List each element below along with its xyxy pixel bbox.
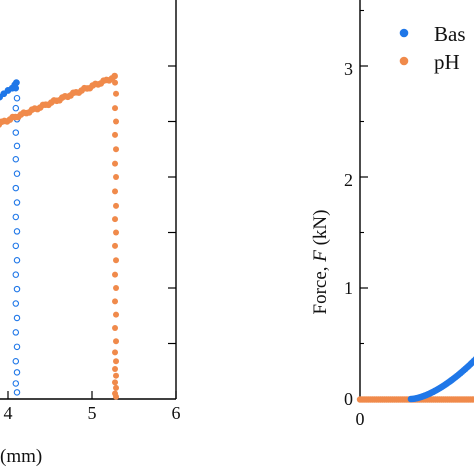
left-orange-drop-point xyxy=(112,349,119,356)
left-blue-drop-point xyxy=(12,329,20,336)
left-orange-drop-point xyxy=(112,131,119,138)
right-ytick-label: 1 xyxy=(344,278,353,298)
left-blue-drop-point xyxy=(13,343,21,351)
left-ticks xyxy=(7,65,177,399)
legend-label-ph: pH xyxy=(434,50,460,74)
left-orange-drop-point xyxy=(112,366,119,373)
left-blue-drop-point xyxy=(12,300,20,307)
right-xtick-label: 0 xyxy=(356,409,365,429)
left-blue-drop-point xyxy=(13,256,21,264)
left-blue-drop-point xyxy=(12,242,20,250)
legend-marker-bas xyxy=(399,28,409,38)
right-orange-point xyxy=(471,396,474,403)
right-ticks xyxy=(360,9,368,400)
left-xaxis-title: (mm) xyxy=(0,446,42,467)
left-orange-drop-point xyxy=(112,324,119,331)
left-orange-drop-point xyxy=(112,216,119,223)
left-orange-drop-point xyxy=(113,118,120,125)
left-orange-drop-point xyxy=(112,79,119,86)
left-orange-drop-point xyxy=(113,146,120,153)
left-blue-drop-point xyxy=(12,271,20,278)
left-blue-drop-point xyxy=(13,142,21,150)
left-xtick-label: 6 xyxy=(172,403,181,423)
left-orange-drop-point xyxy=(113,393,120,400)
right-ytick-label: 0 xyxy=(344,389,353,409)
legend: Bas pH xyxy=(399,22,466,74)
legend-marker-ph xyxy=(399,56,409,66)
left-orange-drop-point xyxy=(112,379,119,386)
right-ytick-label: 3 xyxy=(344,59,353,79)
left-xtick-label: 4 xyxy=(4,403,13,423)
left-orange-drop-point xyxy=(112,298,119,305)
left-orange-drop-point xyxy=(113,202,120,209)
left-blue-drop-point xyxy=(12,358,20,365)
left-orange-drop-point xyxy=(112,242,119,249)
left-blue-drop-point xyxy=(12,155,20,163)
left-blue-drop-point xyxy=(12,213,20,221)
left-chart: 4 5 6 (mm) xyxy=(0,0,181,467)
left-orange-drop-point xyxy=(112,188,119,195)
right-chart: 0 1 2 3 0 Force, F (kN) Bas pH xyxy=(310,0,474,429)
left-blue-drop-point xyxy=(12,104,20,112)
left-orange-drop-point xyxy=(113,311,120,318)
left-blue-drop-point xyxy=(13,285,21,293)
left-blue-drop-point xyxy=(13,314,21,322)
left-points xyxy=(0,72,120,400)
left-blue-point xyxy=(13,79,20,87)
left-blue-drop-point xyxy=(12,129,20,136)
left-blue-drop-point xyxy=(13,199,21,206)
left-orange-drop-point xyxy=(113,384,120,391)
left-blue-drop-point xyxy=(13,389,21,396)
right-ytick-label: 2 xyxy=(344,170,353,190)
left-blue-drop-point xyxy=(13,369,21,376)
legend-label-bas: Bas xyxy=(434,22,466,46)
left-blue-drop-point xyxy=(13,170,21,177)
left-orange-drop-point xyxy=(113,285,120,291)
left-blue-drop-point xyxy=(12,380,20,387)
right-points xyxy=(356,356,474,403)
left-orange-drop-point xyxy=(113,174,120,180)
left-blue-drop-point xyxy=(12,184,20,192)
left-orange-drop-point xyxy=(113,358,120,365)
left-blue-drop-point xyxy=(12,84,20,92)
left-orange-drop-point xyxy=(113,257,120,264)
left-orange-point xyxy=(111,72,118,80)
left-orange-drop-point xyxy=(113,372,120,379)
left-blue-drop-point xyxy=(13,228,21,235)
left-orange-drop-point xyxy=(113,229,120,236)
left-blue-drop-point xyxy=(13,94,21,102)
left-orange-drop-point xyxy=(112,271,119,278)
left-xtick-label: 5 xyxy=(88,403,97,423)
left-orange-drop-point xyxy=(112,160,119,167)
right-yaxis-title: Force, F (kN) xyxy=(310,209,331,314)
left-orange-drop-point xyxy=(112,105,119,112)
left-orange-drop-point xyxy=(113,338,120,345)
left-orange-drop-point xyxy=(113,90,120,97)
